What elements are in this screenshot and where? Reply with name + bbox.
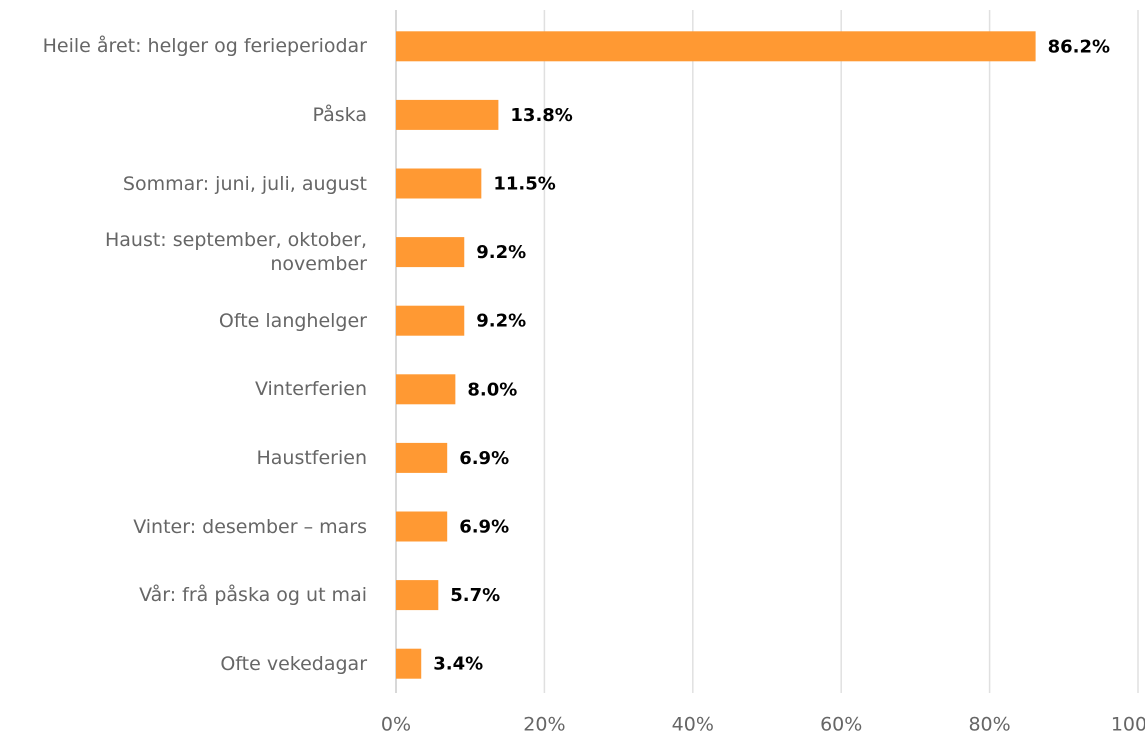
y-tick-label: Sommar: juni, juli, august [122, 172, 367, 195]
bar [396, 580, 439, 611]
bar [396, 99, 499, 130]
bar [396, 374, 456, 405]
data-label: 3.4% [433, 654, 483, 675]
x-tick-label: 60% [820, 714, 862, 736]
bar [396, 305, 465, 336]
data-label: 6.9% [459, 517, 509, 538]
data-label: 5.7% [450, 585, 500, 606]
x-tick-label: 80% [968, 714, 1010, 736]
data-label: 9.2% [476, 242, 526, 263]
x-tick-label: 40% [672, 714, 714, 736]
x-tick-label: 0% [381, 714, 411, 736]
y-tick-label: Haust: september, oktober, november [104, 229, 367, 276]
bar [396, 31, 1036, 62]
y-tick-label: Ofte vekedagar [220, 652, 367, 675]
data-label: 8.0% [467, 379, 517, 400]
data-label: 86.2% [1048, 36, 1110, 57]
x-tick-label: 20% [523, 714, 565, 736]
bar [396, 237, 465, 268]
data-label: 13.8% [510, 105, 572, 126]
data-label: 9.2% [476, 311, 526, 332]
y-tick-label: Haustferien [256, 446, 367, 469]
bar [396, 648, 422, 679]
data-label: 6.9% [459, 448, 509, 469]
y-tick-label: Vår: frå påska og ut mai [139, 584, 367, 607]
bar [396, 511, 448, 542]
y-tick-label: Vinterferien [254, 378, 367, 401]
y-tick-label: Heile året: helger og ferieperiodar [42, 35, 367, 58]
x-tick-label: 100% [1111, 714, 1145, 736]
y-tick-label: Påska [312, 103, 367, 126]
y-tick-label: Ofte langhelger [218, 309, 367, 332]
bar [396, 442, 448, 473]
y-tick-label: Vinter: desember – mars [133, 515, 367, 538]
data-label: 11.5% [493, 174, 555, 195]
bar [396, 168, 482, 199]
